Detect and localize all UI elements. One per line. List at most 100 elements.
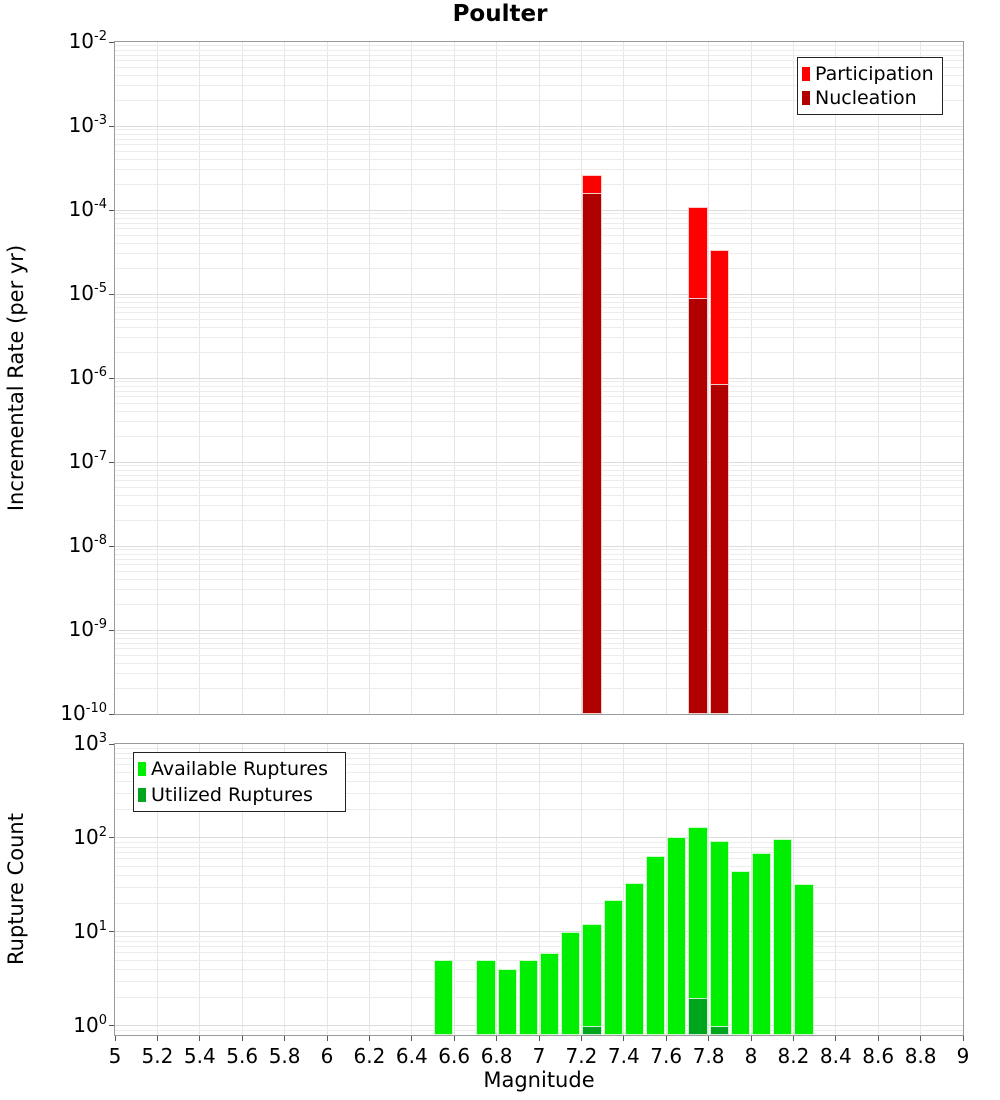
bar-available-ruptures xyxy=(709,840,729,1035)
gridline-horizontal xyxy=(115,377,963,379)
gridline-horizontal xyxy=(115,935,963,937)
x-tick-label: 6.4 xyxy=(395,1044,428,1068)
gridline-horizontal xyxy=(115,980,963,982)
gridline-horizontal xyxy=(115,474,963,476)
gridline-horizontal xyxy=(115,293,963,295)
gridline-horizontal xyxy=(115,945,963,947)
x-tick xyxy=(708,1036,710,1041)
x-tick-label: 9 xyxy=(956,1044,970,1068)
gridline-horizontal xyxy=(115,486,963,488)
participation-swatch-icon xyxy=(802,66,810,81)
bar-available-ruptures xyxy=(752,852,772,1035)
gridline-horizontal xyxy=(115,461,963,463)
y-tick xyxy=(109,743,114,745)
gridline-horizontal xyxy=(115,520,963,522)
gridline-horizontal xyxy=(115,589,963,591)
gridline-horizontal xyxy=(115,654,963,656)
gridline-horizontal xyxy=(115,809,963,811)
y-tick-label: 10-9 xyxy=(68,616,107,641)
chart-title: Poulter xyxy=(452,1,548,27)
bar-available-ruptures xyxy=(540,952,560,1035)
gridline-horizontal xyxy=(115,85,963,87)
gridline-horizontal xyxy=(115,242,963,244)
gridline-vertical xyxy=(792,744,794,1035)
gridline-horizontal xyxy=(115,402,963,404)
x-tick-label: 7.2 xyxy=(565,1044,598,1068)
x-tick xyxy=(241,1036,243,1041)
gridline-horizontal xyxy=(115,228,963,230)
gridline-horizontal xyxy=(115,213,963,215)
top-y-axis-title: Incremental Rate (per yr) xyxy=(4,244,28,512)
gridline-horizontal xyxy=(115,846,963,848)
legend-label-participation: Participation xyxy=(815,62,934,85)
x-tick-label: 8 xyxy=(744,1044,758,1068)
x-tick xyxy=(835,1036,837,1041)
gridline-horizontal xyxy=(115,688,963,690)
gridline-horizontal xyxy=(115,385,963,387)
gridline-horizontal xyxy=(115,306,963,308)
y-tick-label: 102 xyxy=(73,824,107,849)
x-tick xyxy=(114,1036,116,1041)
gridline-vertical xyxy=(411,744,413,1035)
y-tick xyxy=(109,713,114,715)
gridline-horizontal xyxy=(115,841,963,843)
x-tick-label: 7.8 xyxy=(692,1044,725,1068)
gridline-horizontal xyxy=(115,268,963,270)
gridline-horizontal xyxy=(115,1025,963,1027)
gridline-horizontal xyxy=(115,752,963,754)
x-tick-label: 5.4 xyxy=(183,1044,216,1068)
bar-available-ruptures xyxy=(603,899,623,1035)
gridline-horizontal xyxy=(115,129,963,131)
gridline-horizontal xyxy=(115,629,963,631)
gridline-vertical xyxy=(199,744,201,1035)
x-tick xyxy=(580,1036,582,1041)
gridline-horizontal xyxy=(115,480,963,482)
gridline-horizontal xyxy=(115,410,963,412)
x-tick xyxy=(750,1036,752,1041)
legend-item-available-ruptures: Available Ruptures xyxy=(138,758,341,780)
utilized-ruptures-swatch-icon xyxy=(138,787,146,802)
gridline-vertical xyxy=(580,744,582,1035)
legend-item-utilized-ruptures: Utilized Ruptures xyxy=(138,784,341,806)
legend-label-utilized-ruptures: Utilized Ruptures xyxy=(151,783,313,806)
y-tick xyxy=(109,931,114,933)
bar-nucleation xyxy=(709,383,729,714)
bar-available-ruptures xyxy=(561,931,581,1035)
gridline-horizontal xyxy=(115,49,963,51)
gridline-horizontal xyxy=(115,764,963,766)
gridline-horizontal xyxy=(115,633,963,635)
legend-rate-chart: Participation Nucleation xyxy=(797,57,943,115)
bar-available-ruptures xyxy=(518,960,538,1035)
y-tick xyxy=(109,837,114,839)
gridline-horizontal xyxy=(115,222,963,224)
x-tick-label: 5.6 xyxy=(226,1044,259,1068)
y-tick xyxy=(109,41,114,43)
gridline-horizontal xyxy=(115,968,963,970)
x-tick-label: 8.8 xyxy=(904,1044,937,1068)
gridline-vertical xyxy=(920,744,922,1035)
gridline-horizontal xyxy=(115,747,963,749)
gridline-horizontal xyxy=(115,184,963,186)
gridline-horizontal xyxy=(115,396,963,398)
x-tick xyxy=(368,1036,370,1041)
x-tick xyxy=(156,1036,158,1041)
legend-item-nucleation: Nucleation xyxy=(802,87,938,109)
y-tick-label: 10-6 xyxy=(68,364,107,389)
x-tick xyxy=(877,1036,879,1041)
available-ruptures-swatch-icon xyxy=(138,762,146,777)
gridline-horizontal xyxy=(115,852,963,854)
legend-count-chart: Available Ruptures Utilized Ruptures xyxy=(133,752,346,812)
gridline-horizontal xyxy=(115,144,963,146)
gridline-horizontal xyxy=(115,45,963,47)
gridline-horizontal xyxy=(115,421,963,423)
bar-available-ruptures xyxy=(773,839,793,1035)
gridline-vertical xyxy=(241,744,243,1035)
gridline-horizontal xyxy=(115,494,963,496)
bar-available-ruptures xyxy=(434,960,454,1035)
gridline-horizontal xyxy=(115,209,963,211)
gridline-horizontal xyxy=(115,158,963,160)
x-tick xyxy=(284,1036,286,1041)
x-tick xyxy=(199,1036,201,1041)
gridline-horizontal xyxy=(115,66,963,68)
